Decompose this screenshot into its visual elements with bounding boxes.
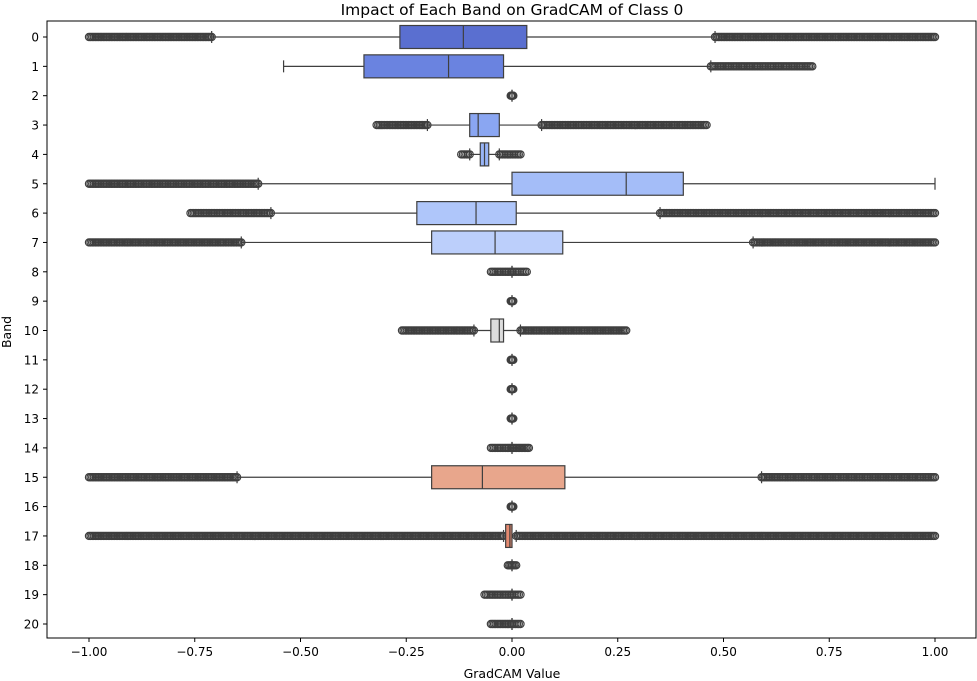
box-iqr: [431, 465, 566, 490]
outlier-point: [930, 32, 940, 42]
box-band-1: [282, 54, 817, 79]
y-tick-label: 8: [31, 265, 39, 279]
box-band-15: [84, 465, 940, 490]
outlier-point: [465, 150, 474, 159]
outlier-point: [207, 32, 216, 42]
y-tick-label: 19: [24, 588, 39, 602]
box-band-6: [186, 201, 940, 226]
y-tick-label: 12: [24, 383, 39, 397]
box-iqr: [505, 523, 513, 549]
box-band-19: [480, 588, 525, 601]
outlier-point: [509, 502, 518, 511]
box-band-18: [503, 559, 521, 572]
box-iqr: [511, 171, 684, 196]
box-band-13: [506, 412, 518, 425]
x-tick-label: 0.50: [710, 645, 737, 659]
outlier-point: [930, 531, 940, 541]
y-tick-label: 3: [31, 119, 39, 133]
outlier-point: [509, 91, 518, 100]
y-tick-label: 20: [24, 618, 39, 632]
y-tick-label: 9: [31, 295, 39, 309]
y-tick-label: 11: [24, 353, 39, 367]
y-tick-label: 15: [24, 471, 39, 485]
outlier-point: [702, 120, 711, 130]
box-band-11: [506, 353, 518, 366]
box-band-3: [372, 112, 711, 138]
plot-area: [84, 24, 940, 630]
outlier-point: [254, 179, 263, 188]
outlier-point: [509, 385, 518, 394]
box-iqr: [469, 112, 500, 138]
x-tick-label: 0.25: [604, 645, 631, 659]
y-tick-label: 0: [31, 31, 39, 45]
y-tick-label: 17: [24, 529, 39, 543]
box-band-9: [506, 295, 518, 308]
x-axis: −1.00 −0.75 −0.50 −0.25 0.00 0.25 0.50 0.75 1.00: [71, 638, 949, 659]
box-band-7: [84, 230, 940, 255]
y-tick-label: 5: [31, 177, 39, 191]
outlier-point: [237, 238, 246, 247]
outlier-point: [522, 267, 532, 276]
box-iqr: [490, 318, 505, 343]
x-tick-label: −0.75: [176, 645, 213, 659]
outlier-point: [266, 208, 276, 218]
outlier-point: [930, 208, 940, 218]
outlier-point: [516, 590, 525, 599]
y-tick-label: 13: [24, 412, 39, 426]
outlier-point: [524, 443, 534, 453]
outlier-point: [509, 414, 518, 423]
x-axis-title: GradCAM Value: [464, 666, 561, 681]
y-tick-label: 7: [31, 236, 39, 250]
outlier-point: [516, 150, 525, 159]
y-tick-label: 10: [24, 324, 39, 338]
box-iqr: [363, 54, 505, 79]
box-iqr: [431, 230, 564, 255]
box-band-0: [84, 24, 940, 50]
x-tick-label: −1.00: [71, 645, 108, 659]
y-tick-label: 18: [24, 559, 39, 573]
box-band-8: [486, 265, 532, 278]
x-tick-label: −0.50: [282, 645, 319, 659]
x-tick-label: −0.25: [388, 645, 425, 659]
y-tick-label: 4: [31, 148, 39, 162]
x-tick-label: 0.00: [499, 645, 526, 659]
x-tick-label: 0.75: [816, 645, 843, 659]
outlier-point: [509, 355, 518, 365]
box-band-12: [506, 383, 518, 396]
outlier-point: [516, 619, 525, 629]
box-iqr: [416, 201, 517, 226]
box-band-16: [506, 500, 518, 513]
outlier-point: [622, 326, 631, 335]
box-band-17: [84, 523, 940, 549]
box-band-4: [457, 142, 525, 167]
y-tick-label: 2: [31, 89, 39, 103]
outlier-point: [423, 120, 432, 130]
y-tick-label: 6: [31, 207, 39, 221]
outlier-point: [930, 238, 940, 247]
y-tick-label: 16: [24, 500, 39, 514]
x-tick-label: 1.00: [922, 645, 949, 659]
outlier-point: [232, 473, 242, 482]
outlier-point: [808, 62, 817, 71]
outlier-point: [469, 326, 479, 335]
y-tick-label: 1: [31, 60, 39, 74]
y-axis-title: Band: [0, 316, 14, 348]
box-band-5: [84, 171, 936, 196]
box-band-2: [506, 89, 518, 102]
y-tick-label: 14: [24, 441, 39, 455]
outlier-point: [930, 473, 940, 482]
box-band-14: [486, 441, 534, 454]
box-band-10: [397, 318, 631, 343]
chart-title: Impact of Each Band on GradCAM of Class …: [341, 1, 684, 19]
outlier-point: [509, 296, 518, 306]
box-band-20: [486, 618, 525, 630]
